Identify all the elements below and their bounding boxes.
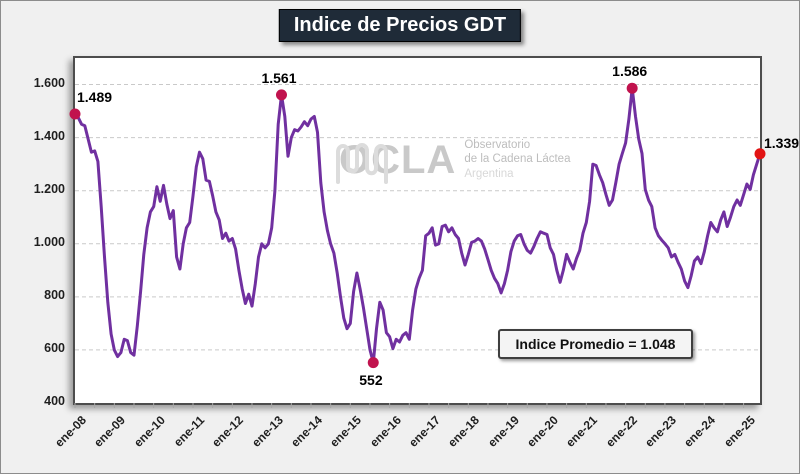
x-tick-label: ene-22: [602, 413, 640, 450]
x-tick-label: ene-19: [484, 413, 522, 450]
average-index-box: Indice Promedio = 1.048: [498, 329, 693, 359]
x-tick-label: ene-09: [91, 413, 129, 450]
point-value-label: 552: [359, 371, 383, 388]
y-tick-label: 1.200: [33, 181, 65, 196]
y-tick-label: 1.600: [33, 75, 65, 90]
x-tick-label: ene-21: [563, 413, 601, 450]
x-tick-label: ene-10: [130, 413, 168, 450]
line-chart-canvas: [69, 82, 766, 408]
x-tick-label: ene-16: [366, 413, 404, 450]
data-point-marker: [367, 357, 379, 369]
x-tick-label: ene-23: [642, 413, 679, 450]
point-value-label: 1.489: [77, 88, 113, 105]
x-tick-label: ene-17: [406, 413, 443, 450]
point-value-label: 1.586: [612, 63, 648, 80]
gdt-index-line: [73, 86, 762, 365]
y-tick-label: 1.400: [33, 128, 65, 143]
point-value-label: 1.561: [261, 69, 297, 86]
data-point-marker: [626, 82, 638, 94]
data-point-marker: [754, 148, 766, 160]
x-tick-label: ene-25: [720, 413, 758, 450]
chart-title: Indice de Precios GDT: [278, 9, 522, 42]
x-tick-label: ene-11: [170, 413, 207, 450]
x-tick-label: ene-20: [524, 413, 561, 450]
data-point-marker: [275, 89, 287, 101]
y-tick-label: 1.000: [33, 234, 65, 249]
x-tick-label: ene-12: [209, 413, 247, 450]
x-tick-label: ene-13: [248, 413, 286, 450]
x-tick-label: ene-15: [327, 413, 365, 450]
y-tick-label: 800: [44, 287, 65, 302]
x-tick-label: ene-24: [681, 413, 719, 450]
x-tick-label: ene-08: [52, 413, 89, 450]
data-point-marker: [69, 108, 81, 120]
point-value-label: 1.339: [764, 134, 800, 151]
x-tick-label: ene-14: [288, 413, 325, 450]
y-tick-label: 600: [44, 340, 65, 355]
x-tick-label: ene-18: [445, 413, 483, 450]
y-tick-label: 400: [44, 394, 65, 408]
